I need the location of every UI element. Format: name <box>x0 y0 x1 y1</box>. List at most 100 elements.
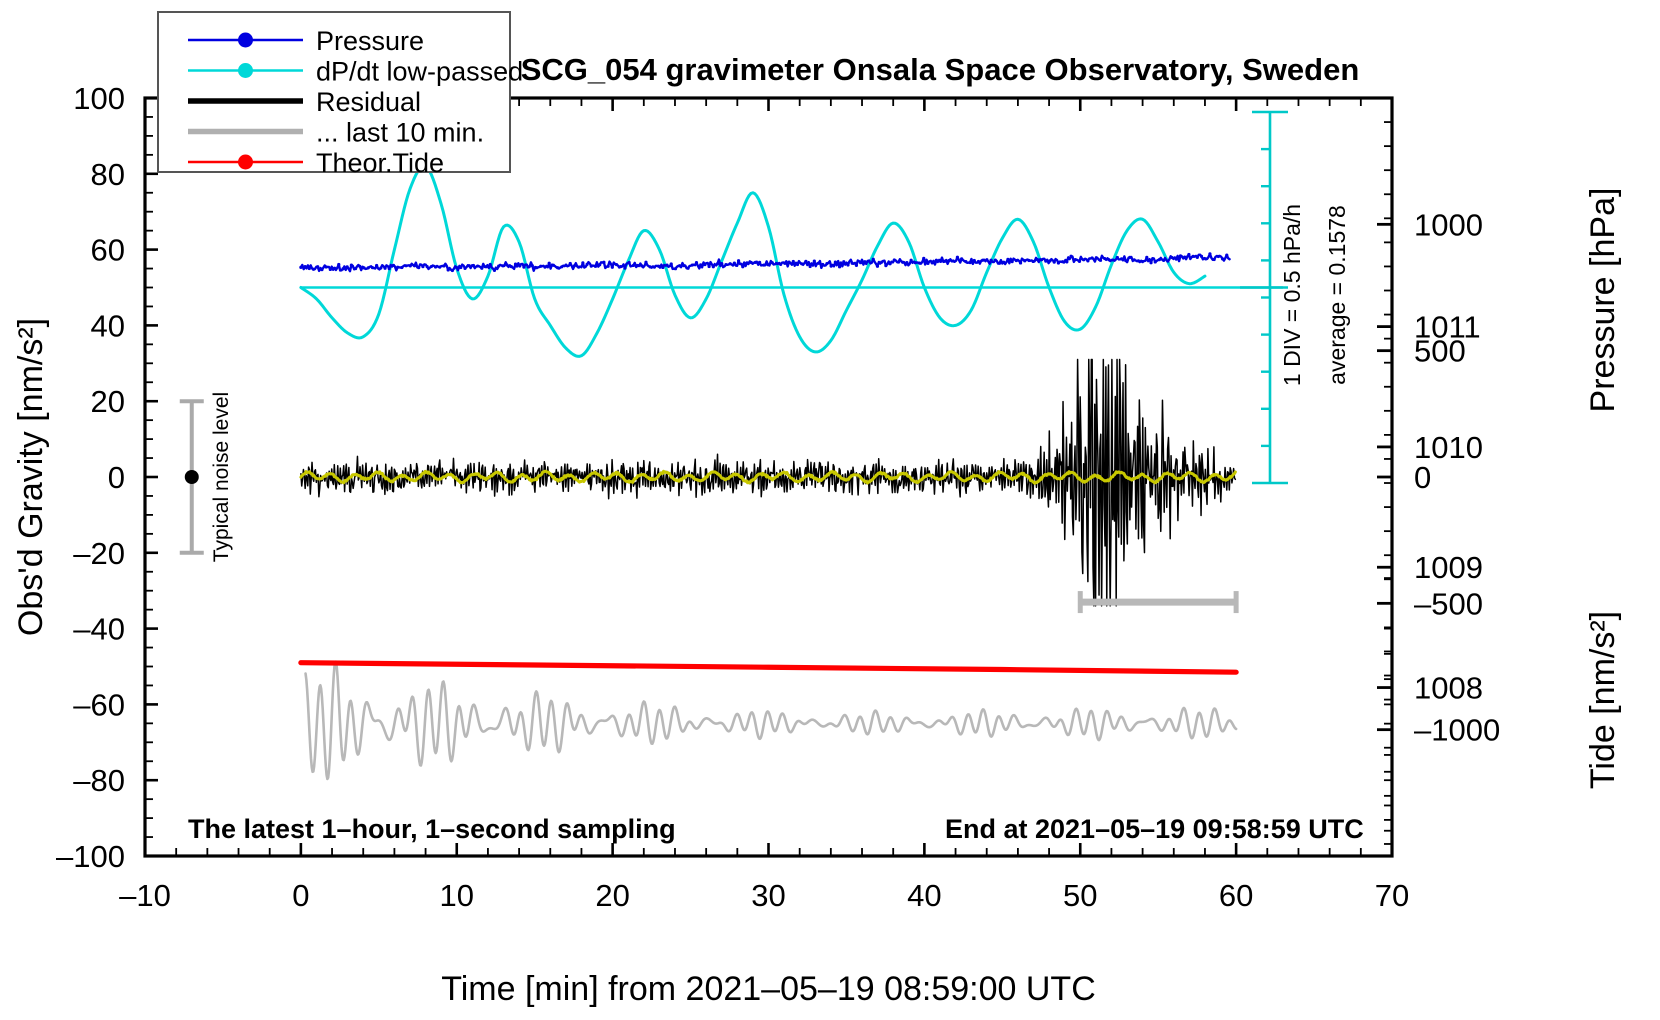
pressure-point <box>745 261 749 265</box>
legend-label-3: ... last 10 min. <box>316 118 484 148</box>
pressure-point <box>619 265 623 269</box>
pressure-point <box>816 261 821 265</box>
tide-tick-label: 1000 <box>1414 207 1483 242</box>
pressure-point <box>513 262 518 266</box>
pressure-point <box>812 259 816 263</box>
pressure-point <box>1128 255 1132 259</box>
pressure-point <box>505 263 509 267</box>
pressure-point <box>875 264 880 268</box>
pressure-point <box>303 265 307 269</box>
x-tick-label: 60 <box>1219 878 1253 913</box>
pressure-point <box>307 266 311 271</box>
pressure-point <box>614 262 619 267</box>
pressure-point <box>1216 254 1220 259</box>
pressure-point <box>484 265 488 269</box>
pressure-point <box>703 262 707 267</box>
pressure-point <box>648 265 652 269</box>
pressure-tick-label: 1011 <box>1414 310 1481 345</box>
x-tick-label: 0 <box>292 878 309 913</box>
pressure-point <box>1018 261 1023 265</box>
pressure-point <box>421 265 425 269</box>
pressure-point <box>556 266 560 270</box>
pressure-point <box>728 262 732 266</box>
pressure-point <box>867 259 871 263</box>
pressure-point <box>1098 258 1103 262</box>
pressure-point <box>800 262 804 266</box>
pressure-point <box>1195 255 1199 259</box>
pressure-tick-label: 1009 <box>1414 550 1483 585</box>
x-tick-label: –10 <box>119 878 171 913</box>
pressure-point <box>682 264 686 268</box>
pressure-point <box>943 259 947 263</box>
pressure-point <box>1035 258 1039 262</box>
pressure-point <box>926 261 930 265</box>
pressure-point <box>1069 254 1073 258</box>
pressure-point <box>993 258 997 262</box>
pressure-point <box>450 268 454 273</box>
pressure-point <box>1094 256 1098 260</box>
pressure-point <box>909 258 913 262</box>
legend-box <box>157 11 511 173</box>
pressure-point <box>1052 260 1056 264</box>
pressure-point <box>299 265 303 269</box>
pressure-point <box>1212 257 1216 262</box>
pressure-point <box>707 264 711 269</box>
pressure-point <box>715 262 720 266</box>
y-tick-label: 0 <box>108 460 125 495</box>
pressure-point <box>640 264 644 268</box>
last10min-line <box>304 660 1238 781</box>
pressure-point <box>804 259 808 263</box>
pressure-point <box>547 261 551 265</box>
pressure-point <box>404 264 408 268</box>
pressure-point <box>1031 259 1035 264</box>
y-tick-label: –40 <box>73 612 125 647</box>
pressure-point <box>459 265 463 270</box>
pressure-point <box>947 259 951 263</box>
noise-level-label: Typical noise level <box>210 392 233 562</box>
pressure-point <box>522 265 526 269</box>
pressure-point <box>850 261 854 265</box>
pressure-point <box>665 263 669 267</box>
pressure-point <box>917 261 922 265</box>
chart-title: SCG_054 gravimeter Onsala Space Observat… <box>521 52 1360 87</box>
pressure-point <box>955 255 960 259</box>
pressure-point <box>391 263 396 267</box>
pressure-point <box>871 257 875 261</box>
pressure-point <box>938 259 943 264</box>
pressure-point <box>396 265 400 269</box>
pressure-point <box>1107 258 1111 262</box>
pressure-point <box>518 264 522 268</box>
pressure-point <box>341 267 345 271</box>
pressure-point <box>362 266 366 270</box>
pressure-point <box>1048 259 1052 263</box>
pressure-point <box>766 263 770 267</box>
pressure-point <box>1149 261 1153 265</box>
pressure-point <box>606 264 610 268</box>
pressure-point <box>454 265 459 270</box>
tide-tick-label: 0 <box>1414 460 1431 495</box>
pressure-point <box>1039 258 1044 262</box>
pressure-point <box>888 262 892 266</box>
pressure-point <box>1103 256 1107 261</box>
pressure-point <box>480 266 484 270</box>
pressure-point <box>1115 255 1119 260</box>
pressure-point <box>829 264 833 268</box>
pressure-point <box>787 260 791 264</box>
pressure-point <box>976 259 981 264</box>
footer-right: End at 2021–05–19 09:58:59 UTC <box>945 814 1364 844</box>
pressure-point <box>846 263 850 267</box>
x-tick-label: 70 <box>1375 878 1409 913</box>
y-tick-label: 40 <box>91 308 125 343</box>
pressure-point <box>1141 260 1145 264</box>
pressure-point <box>610 265 614 269</box>
y-tick-label: 100 <box>73 81 125 116</box>
residual-lowpassed-line <box>299 469 1237 485</box>
pressure-point <box>1027 258 1031 263</box>
pressure-point <box>951 259 955 263</box>
pressure-point <box>488 262 492 267</box>
pressure-point <box>896 260 901 264</box>
pressure-point <box>568 261 572 266</box>
pressure-point <box>1006 257 1010 261</box>
